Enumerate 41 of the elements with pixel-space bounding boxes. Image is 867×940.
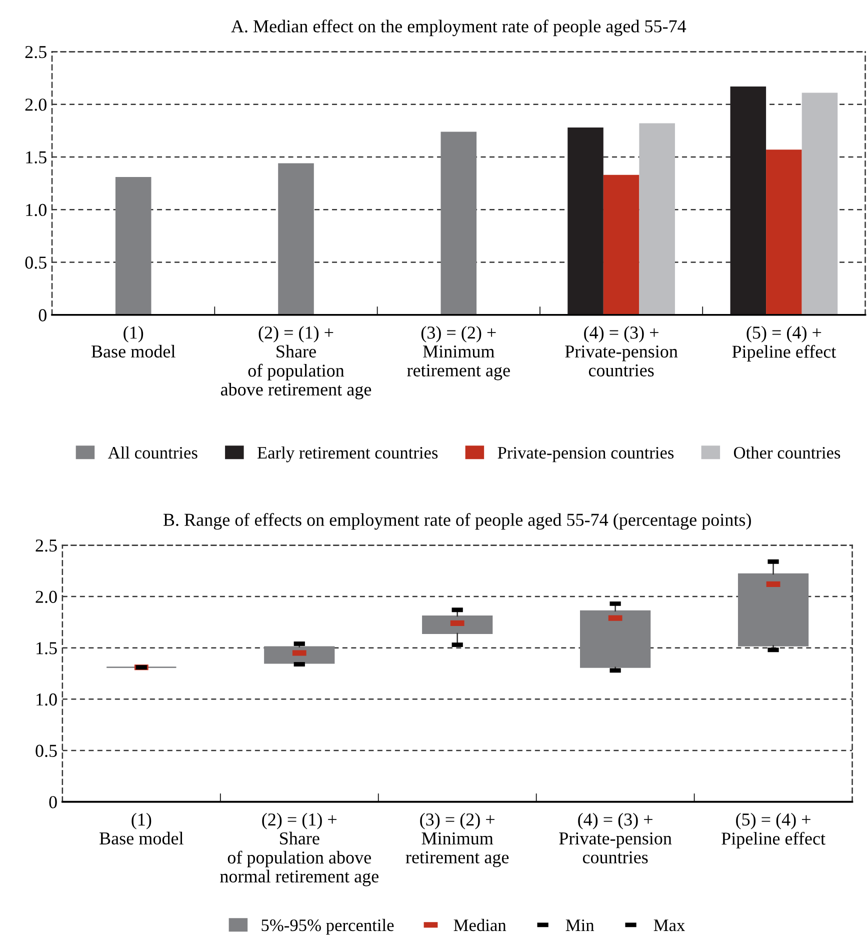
legend-label: Private-pension countries [498, 446, 674, 462]
bar [730, 86, 766, 315]
bar [639, 123, 675, 315]
x-tick-label: (5) = (4) + Pipeline effect [722, 812, 826, 848]
y-tick-label: 1.5 [36, 642, 57, 654]
y-tick-label: 2.0 [25, 98, 46, 111]
legend-label: Other countries [734, 446, 840, 459]
bar [278, 163, 314, 315]
chart-title: A. Median effect on the employment rate of people aged 55-74 [231, 20, 686, 36]
y-tick-label: 2.5 [25, 46, 46, 58]
bar [802, 92, 838, 315]
y-tick-label: 1.5 [26, 151, 46, 164]
x-tick-label: (3) = (2) + Minimum retirement age [407, 326, 510, 380]
x-tick-label: (2) = (1) + Share of population above retirement age [220, 326, 372, 400]
y-tick-label: 0.5 [36, 744, 57, 758]
x-tick-label: (1) Base model [100, 812, 184, 845]
legend-label: 5%-95% percentile [262, 918, 394, 935]
y-tick-label: 0.5 [25, 256, 46, 269]
y-tick-label: 0 [49, 796, 57, 808]
legend-label: Max [654, 920, 685, 932]
x-tick-label: (3) = (2) + Minimum retirement age [406, 812, 509, 868]
y-tick-label: 1.0 [36, 693, 57, 706]
y-tick-label: 1.0 [26, 204, 46, 216]
x-tick-label: (2) = (1) + Share of population above normal retirement age [220, 812, 378, 886]
bar [440, 132, 477, 315]
y-tick-label: 0 [38, 309, 46, 322]
bar [568, 128, 604, 315]
y-tick-label: 2.5 [36, 540, 57, 552]
bar [603, 174, 640, 315]
x-tick-label: (4) = (3) + Private-pension countries [565, 326, 678, 376]
legend-label: Min [566, 919, 594, 931]
legend-label: Median [454, 918, 506, 932]
x-tick-label: (5) = (4) + Pipeline effect [732, 326, 836, 362]
chart-title: B. Range of effects on employment rate of people aged 55-74 (percentage points) [163, 513, 751, 530]
bar [115, 176, 152, 315]
x-tick-label: (1) Base model [91, 326, 176, 358]
x-tick-label: (4) = (3) + Private-pension countries [559, 812, 672, 864]
y-tick-label: 2.0 [36, 590, 57, 604]
legend-label: Early retirement countries [257, 446, 438, 462]
bar [766, 150, 802, 315]
legend-label: All countries [108, 446, 198, 459]
